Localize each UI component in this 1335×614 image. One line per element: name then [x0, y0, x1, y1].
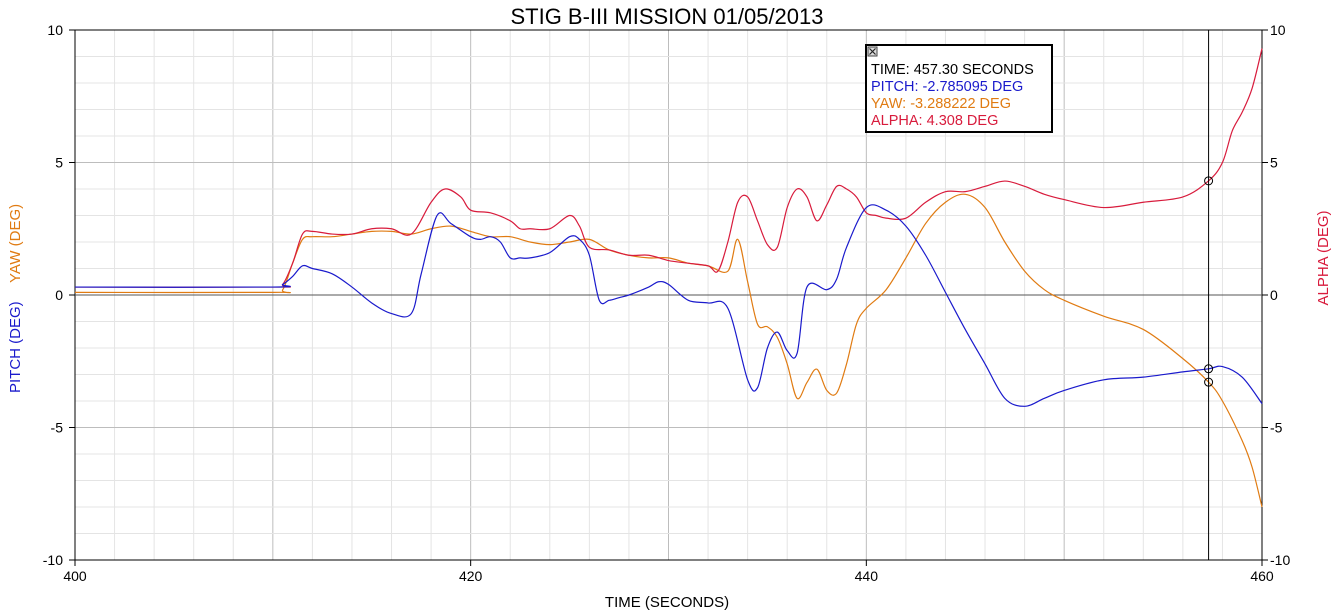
y-tick-label-left: 5 [55, 155, 63, 171]
y-tick-label-right: 0 [1270, 287, 1278, 303]
readout-time: TIME: 457.30 SECONDS [871, 62, 1034, 78]
cursor-marker-yaw [1204, 377, 1214, 387]
chart-title: STIG B-III MISSION 01/05/2013 [510, 4, 823, 29]
cursor-markers [1204, 176, 1214, 387]
readout-pitch: PITCH: -2.785095 DEG [871, 79, 1023, 95]
readout-yaw: YAW: -3.288222 DEG [871, 96, 1011, 112]
cursor-marker-pitch [1204, 364, 1214, 374]
y-tick-label-right: 10 [1270, 22, 1286, 38]
x-tick-label: 460 [1250, 568, 1274, 584]
series-line-yaw [74, 193, 1263, 508]
y-axis-label-pitch: PITCH (DEG) [7, 301, 24, 393]
x-tick-label: 440 [855, 568, 879, 584]
y-tick-label-left: -5 [51, 420, 64, 436]
readout-alpha: ALPHA: 4.308 DEG [871, 113, 998, 129]
cursor-readout: TIME: 457.30 SECONDS PITCH: -2.785095 DE… [865, 44, 1053, 133]
series-line-pitch [74, 204, 1263, 407]
close-icon [869, 48, 876, 55]
readout-box [865, 44, 1053, 133]
y-tick-label-left: 0 [55, 287, 63, 303]
y-tick-label-right: 5 [1270, 155, 1278, 171]
ticks: 400 420 440 460 10 5 0 -5 -10 10 5 0 -5 -10 [43, 22, 1291, 584]
x-tick-label: 420 [459, 568, 483, 584]
cursor-marker-alpha [1204, 176, 1214, 186]
series-layer [74, 48, 1263, 508]
y-axis-label-yaw: YAW (DEG) [7, 204, 24, 283]
y-tick-label-left: -10 [43, 552, 63, 568]
x-tick-label: 400 [63, 568, 87, 584]
y-tick-label-left: 10 [47, 22, 63, 38]
y-tick-label-right: -5 [1270, 420, 1283, 436]
y-tick-label-right: -10 [1270, 552, 1290, 568]
x-axis-label: TIME (SECONDS) [605, 594, 729, 611]
series-line-alpha [74, 48, 1263, 288]
y-axis-label-alpha: ALPHA (DEG) [1315, 210, 1332, 305]
